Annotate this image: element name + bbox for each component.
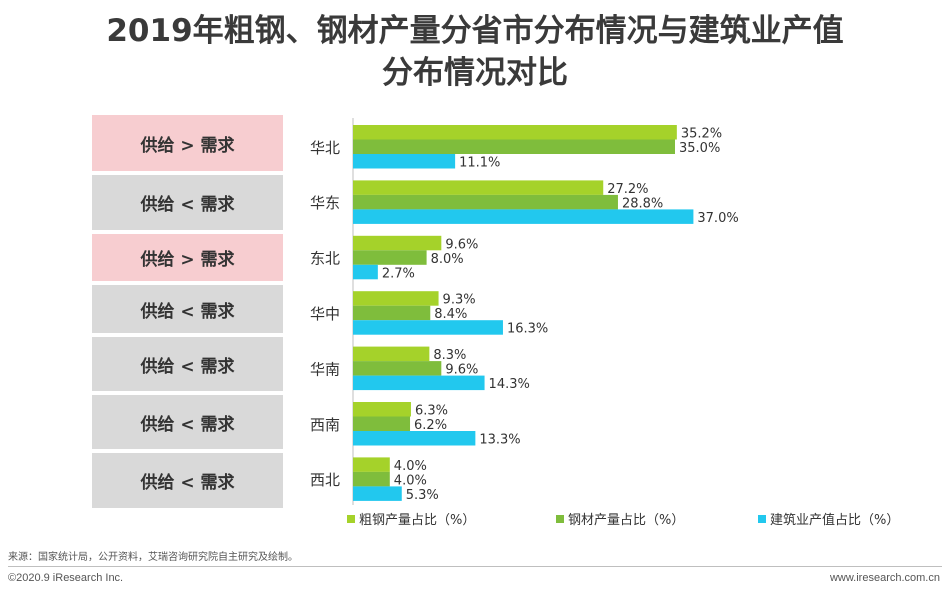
bar-chart: 华北 35.2%35.0% 11.1% 华东 27.2%28.8% 37.0% 东北 9.6%…: [310, 118, 899, 528]
legend-label-3: 建筑业产值占比（%）: [770, 512, 899, 528]
bar-2-西南: [353, 416, 411, 431]
supply-demand-box-huazhong: 供给 < 需求: [92, 285, 283, 333]
data-label: 9.6%: [445, 237, 478, 252]
supply-demand-box-huadong: 供给 < 需求: [92, 175, 283, 230]
copyright: ©2020.9 iResearch Inc.: [8, 572, 124, 584]
data-label: 28.8%: [622, 196, 663, 211]
legend-swatch-3: [758, 515, 766, 523]
data-label: 4.0%: [394, 473, 427, 488]
bar-2-华中: [353, 305, 431, 321]
data-label: 8.0%: [431, 252, 464, 267]
bar-3-华中: [353, 320, 503, 335]
data-label: 16.3%: [507, 322, 548, 337]
data-label: 11.1%: [459, 156, 500, 171]
data-label: 13.3%: [479, 433, 520, 448]
category-label: 华中: [310, 305, 340, 323]
supply-demand-box-xibei: 供给 < 需求: [92, 453, 283, 508]
category-label: 华南: [310, 360, 340, 378]
data-label: 14.3%: [489, 377, 530, 392]
chart-title-line-2: 分布情况对比: [382, 55, 568, 91]
supply-demand-box-dongbei: 供给 > 需求: [92, 234, 283, 281]
bar-3-华南: [353, 375, 485, 391]
bar-3-西南: [353, 431, 476, 446]
category-label: 华东: [310, 194, 340, 212]
data-label: 8.3%: [433, 348, 466, 363]
data-label: 5.3%: [406, 488, 439, 503]
data-label: 9.3%: [443, 293, 476, 308]
bar-1-西北: [353, 457, 390, 472]
bar-2-东北: [353, 250, 427, 265]
category-label: 西南: [310, 416, 340, 434]
data-label: 6.3%: [415, 404, 448, 419]
bar-1-华中: [353, 291, 439, 306]
data-label: 37.0%: [697, 211, 738, 226]
supply-demand-box-huabei: 供给 > 需求: [92, 115, 283, 171]
footer-divider: [8, 566, 942, 567]
data-label: 27.2%: [607, 182, 648, 197]
data-label: 9.6%: [445, 363, 478, 378]
bar-2-华北: [353, 139, 675, 154]
bar-1-华东: [353, 180, 604, 195]
data-label: 8.4%: [434, 307, 467, 322]
legend-swatch-1: [347, 515, 355, 523]
bar-3-西北: [353, 486, 402, 501]
data-label: 6.2%: [414, 418, 447, 433]
category-label: 华北: [310, 139, 340, 157]
bar-2-华南: [353, 361, 442, 376]
data-label: 35.0%: [679, 141, 720, 156]
bar-1-华北: [353, 125, 677, 140]
bar-2-华东: [353, 194, 618, 210]
bar-3-华东: [353, 209, 694, 224]
supply-demand-box-xinan: 供给 < 需求: [92, 395, 283, 449]
category-label: 东北: [310, 250, 340, 268]
supply-demand-box-huanan: 供给 < 需求: [92, 337, 283, 391]
data-label: 4.0%: [394, 459, 427, 474]
bar-3-东北: [353, 264, 378, 280]
website: www.iresearch.com.cn: [829, 572, 940, 584]
source-note: 来源：国家统计局，公开资料，艾瑞咨询研究院自主研究及绘制。: [8, 552, 298, 563]
legend-label-2: 钢材产量占比（%）: [568, 513, 684, 528]
chart-title: 2019年粗钢、钢材产量分省市分布情况与建筑业产值 分布情况对比: [0, 10, 950, 94]
bar-3-华北: [353, 154, 456, 169]
bar-2-西北: [353, 471, 390, 487]
category-label: 西北: [310, 471, 340, 489]
bar-1-西南: [353, 402, 411, 417]
legend-label-1: 粗钢产量占比（%）: [359, 513, 475, 528]
data-label: 35.2%: [681, 127, 722, 142]
chart-title-line-1: 2019年粗钢、钢材产量分省市分布情况与建筑业产值: [106, 13, 844, 49]
legend-swatch-2: [556, 515, 564, 523]
data-label: 2.7%: [382, 266, 415, 281]
bar-1-东北: [353, 235, 442, 251]
bar-1-华南: [353, 346, 430, 362]
